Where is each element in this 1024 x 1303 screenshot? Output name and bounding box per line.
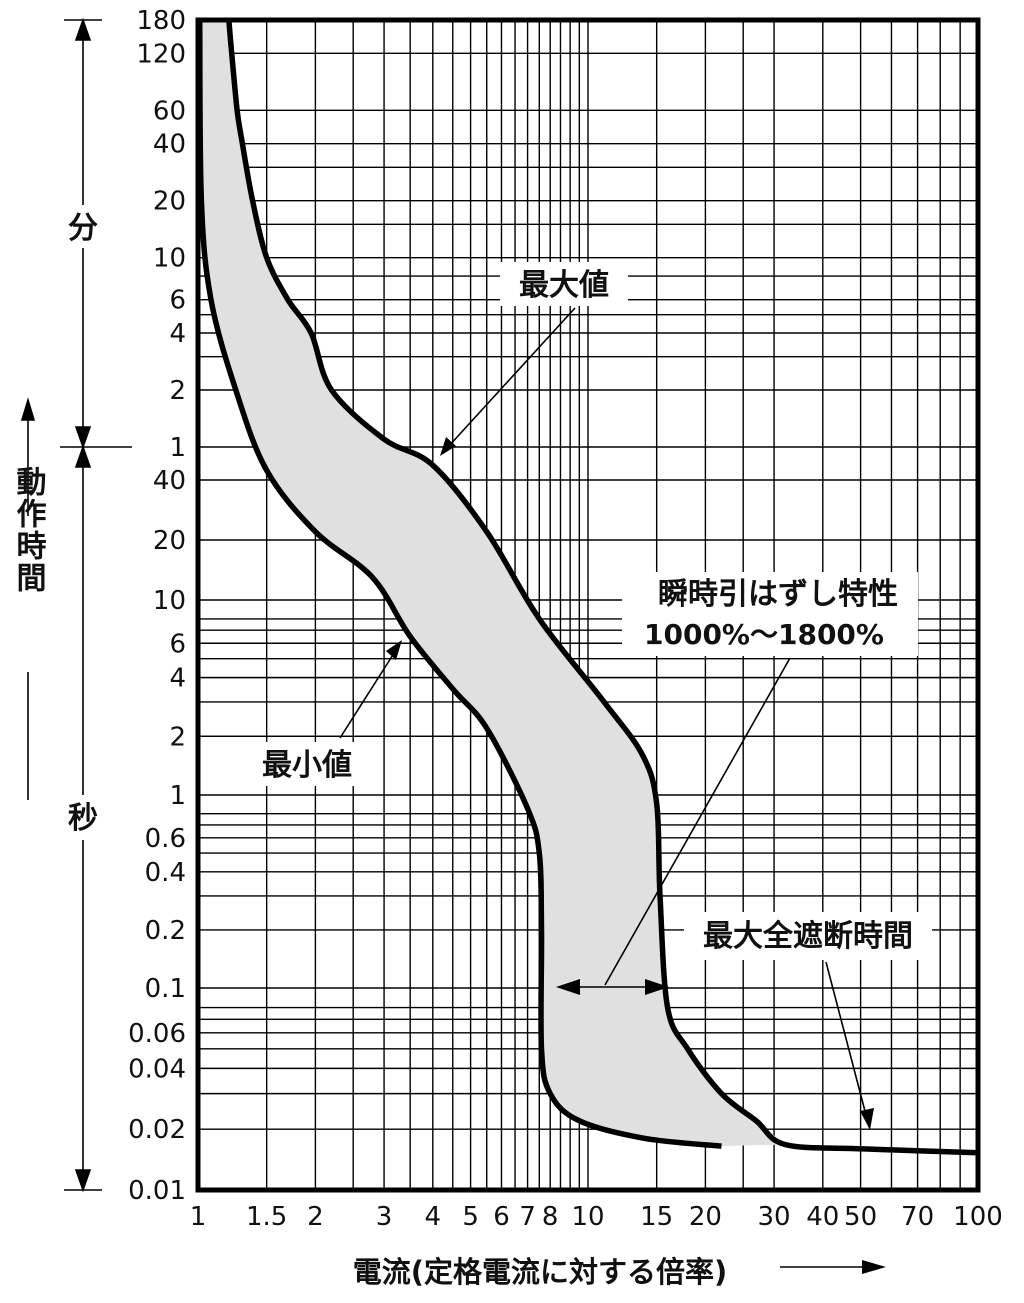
y-tick-label: 6 <box>169 286 186 316</box>
y-tick-label: 0.01 <box>128 1176 186 1206</box>
min-leader-line <box>339 649 397 739</box>
max-total-break-label: 最大全遮断時間 <box>703 919 913 954</box>
y-tick-label: 0.02 <box>128 1115 186 1145</box>
x-axis-label: 電流(定格電流に対する倍率) <box>353 1255 728 1289</box>
y-tick-labels: 18012060402010642140201064210.60.40.20.1… <box>128 6 186 1206</box>
minutes-unit-label: 分 <box>68 211 98 246</box>
x-tick-label: 5 <box>462 1202 479 1232</box>
y-tick-label: 120 <box>136 39 186 69</box>
max-leader-line <box>447 307 576 448</box>
x-tick-label: 100 <box>953 1202 1003 1232</box>
y-tick-label: 60 <box>153 96 186 126</box>
min-curve <box>196 19 722 1149</box>
max-label: 最大値 <box>519 268 609 303</box>
x-tick-label: 40 <box>806 1202 839 1232</box>
max-curve <box>226 19 979 1156</box>
seconds-unit-label: 秒 <box>68 801 98 836</box>
x-tick-label: 7 <box>519 1202 536 1232</box>
instant-trip-range: 1000%〜1800% <box>644 618 884 651</box>
y-tick-label: 0.6 <box>145 824 186 854</box>
seconds-arrow-head-down <box>74 1169 92 1193</box>
x-tick-label: 10 <box>571 1202 604 1232</box>
max-total-break-leader-line <box>825 961 867 1116</box>
y-tick-label: 6 <box>169 629 186 659</box>
y-tick-label: 10 <box>153 586 186 616</box>
x-tick-label: 8 <box>542 1202 559 1232</box>
y-tick-label: 1 <box>169 781 186 811</box>
unit-arrows <box>20 17 132 1193</box>
plot-frame <box>195 17 981 1193</box>
y-tick-label: 40 <box>153 466 186 496</box>
y-tick-label: 0.1 <box>145 974 186 1004</box>
y-tick-label: 20 <box>153 187 186 217</box>
max-total-break-leader-arrow <box>860 1108 874 1130</box>
x-tick-labels: 1 1.5 2 3 4 5 6 7 8 10 15 20 30 40 50 70 100 <box>190 1202 1003 1232</box>
min-label-bg <box>246 742 368 786</box>
min-label: 最小値 <box>262 748 352 783</box>
x-tick-label: 4 <box>425 1202 442 1232</box>
instant-trip-span-arrow-left <box>556 979 580 995</box>
x-tick-label: 2 <box>307 1202 324 1232</box>
y-tick-label: 180 <box>136 6 186 36</box>
seconds-arrow-head-up <box>74 444 92 468</box>
instant-trip-span-arrow-right <box>645 979 669 995</box>
y-axis-label: 動作時間 <box>11 466 47 594</box>
y-tick-label: 0.4 <box>145 858 186 888</box>
x-tick-label: 50 <box>844 1202 877 1232</box>
instant-trip-label: 瞬時引はずし特性 <box>658 577 898 612</box>
y-tick-label: 4 <box>169 319 186 349</box>
x-tick-label: 6 <box>493 1202 510 1232</box>
y-tick-label: 0.2 <box>145 916 186 946</box>
y-tick-label: 1 <box>169 433 186 463</box>
y-tick-label: 2 <box>169 376 186 406</box>
operating-band-fill <box>199 20 785 1147</box>
instant-trip-label-bg <box>622 572 918 656</box>
y-tick-label: 10 <box>153 244 186 274</box>
minutes-arrow-head-down <box>74 426 92 450</box>
y-tick-label: 4 <box>169 664 186 694</box>
y-tick-label: 0.06 <box>128 1019 186 1049</box>
max-total-break-label-bg <box>684 912 932 960</box>
x-tick-label: 3 <box>376 1202 393 1232</box>
minutes-arrow-head-up <box>74 17 92 41</box>
instant-trip-leader-line <box>604 657 791 986</box>
x-tick-label: 1.5 <box>246 1202 287 1232</box>
max-label-bg <box>500 262 628 306</box>
y-tick-label: 2 <box>169 722 186 752</box>
x-tick-label: 20 <box>689 1202 722 1232</box>
y-tick-label: 0.04 <box>128 1054 186 1084</box>
x-tick-label: 70 <box>901 1202 934 1232</box>
x-tick-label: 30 <box>758 1202 791 1232</box>
y-tick-label: 20 <box>153 526 186 556</box>
max-leader-arrow <box>440 437 456 456</box>
x-tick-label: 1 <box>190 1202 207 1232</box>
y-tick-label: 40 <box>153 130 186 160</box>
ylabel-arrow-head <box>20 397 36 421</box>
min-leader-arrow <box>386 640 402 660</box>
annotations: 最大値 最小値 瞬時引はずし特性 1000%〜1800% 最大全遮断時間 <box>246 262 932 1130</box>
x-tick-label: 15 <box>640 1202 673 1232</box>
x-axis-arrow-head <box>862 1260 886 1274</box>
